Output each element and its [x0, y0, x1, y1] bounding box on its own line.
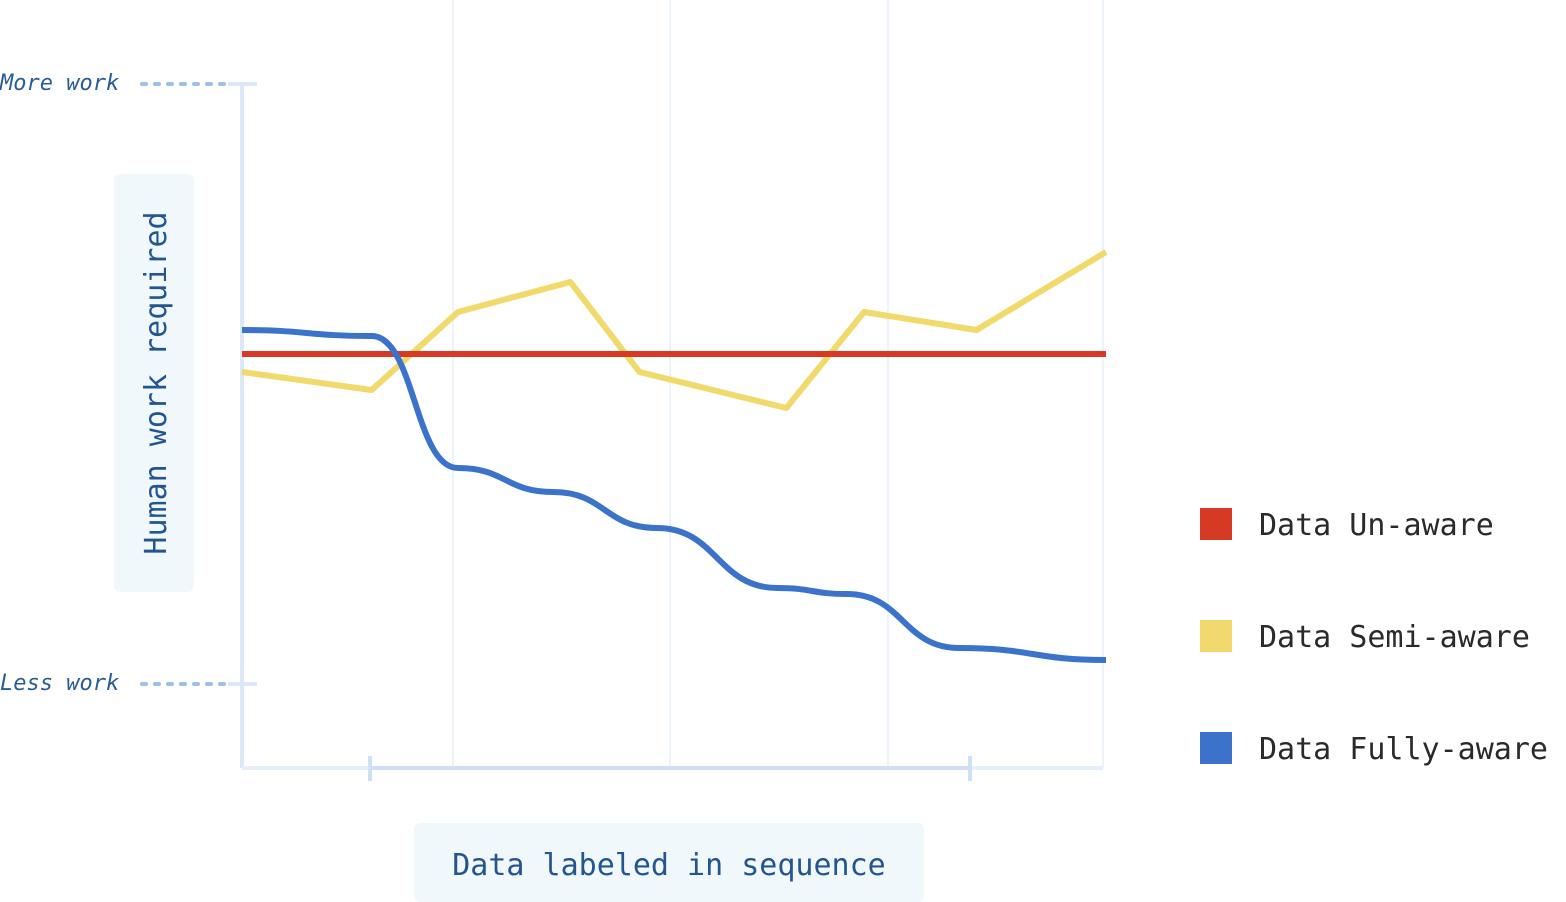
series-line-data-fully-aware — [241, 327, 1107, 663]
x-axis-title-box — [414, 823, 924, 902]
series-line-data-semi-aware — [241, 249, 1108, 411]
legend-swatch-data-semi-aware — [1200, 620, 1232, 652]
y-tick-label-bottom: Less work — [0, 671, 119, 696]
y-tick-label-top: More work — [0, 71, 119, 96]
y-axis-title-box — [114, 174, 194, 592]
x-axis-title: Data labeled in sequence — [452, 848, 885, 883]
axes: More work Less work Human work required … — [0, 71, 1103, 902]
legend-swatch-data-un-aware — [1200, 508, 1232, 540]
legend-swatch-data-fully-aware — [1200, 732, 1232, 764]
y-axis-title: Human work required — [139, 211, 174, 554]
series — [241, 249, 1108, 663]
grid — [452, 0, 1104, 768]
legend: Data Un-aware Data Semi-aware Data Fully-a… — [1200, 508, 1548, 767]
legend-label-data-fully-aware: Data Fully-aware — [1259, 732, 1548, 767]
legend-label-data-semi-aware: Data Semi-aware — [1259, 620, 1530, 655]
legend-label-data-un-aware: Data Un-aware — [1259, 508, 1494, 543]
